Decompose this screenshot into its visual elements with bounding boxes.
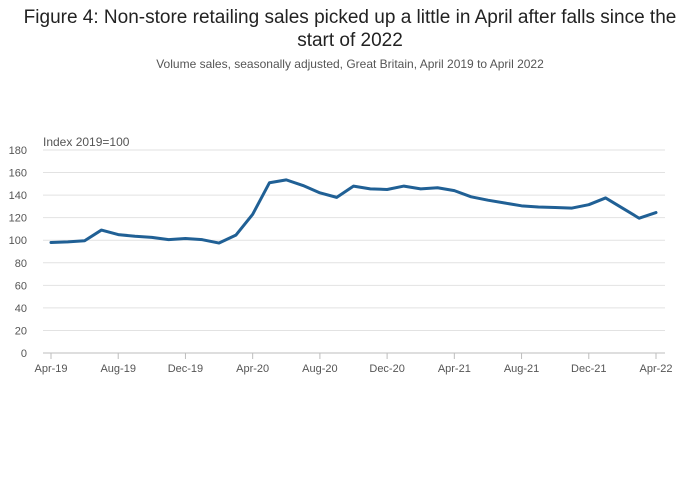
data-point[interactable]	[486, 198, 490, 202]
data-point[interactable]	[285, 178, 288, 182]
data-point[interactable]	[453, 189, 456, 192]
data-point[interactable]	[83, 239, 86, 242]
data-point[interactable]	[604, 196, 607, 200]
data-point[interactable]	[100, 228, 103, 232]
data-point[interactable]	[637, 217, 641, 220]
x-tick-label: Dec-20	[369, 363, 404, 375]
data-point[interactable]	[419, 187, 422, 191]
data-point[interactable]	[49, 241, 53, 244]
data-point[interactable]	[369, 187, 372, 191]
data-point[interactable]	[385, 188, 389, 191]
x-tick-label: Apr-21	[438, 363, 471, 375]
data-point[interactable]	[66, 240, 70, 244]
y-tick-label: 80	[15, 258, 27, 270]
y-tick-label: 0	[21, 348, 27, 360]
data-point[interactable]	[268, 181, 271, 184]
data-point[interactable]	[117, 233, 120, 236]
data-point[interactable]	[133, 235, 137, 238]
data-point[interactable]	[352, 184, 355, 188]
data-point[interactable]	[217, 241, 221, 245]
y-tick-label: 160	[9, 168, 27, 180]
x-tick-label: Dec-19	[168, 363, 203, 375]
data-point[interactable]	[201, 238, 204, 241]
chart-title: Figure 4: Non-store retailing sales pick…	[23, 7, 677, 51]
data-point[interactable]	[184, 237, 187, 240]
x-tick-label: Aug-19	[100, 363, 135, 375]
data-point[interactable]	[587, 203, 590, 206]
data-point[interactable]	[402, 184, 406, 188]
data-point[interactable]	[537, 205, 540, 209]
x-tick-label: Dec-21	[571, 363, 606, 375]
data-point[interactable]	[436, 186, 439, 189]
data-point[interactable]	[301, 184, 305, 187]
gridlines	[43, 149, 665, 354]
y-tick-label: 140	[9, 190, 27, 202]
x-tick-label: Apr-19	[34, 363, 67, 375]
y-tick-label: 120	[9, 213, 27, 225]
data-point[interactable]	[503, 201, 506, 205]
x-tick-label: Aug-20	[302, 363, 337, 375]
y-tick-label: 180	[9, 145, 27, 157]
series-layer	[49, 178, 658, 245]
data-point[interactable]	[553, 206, 557, 209]
data-point[interactable]	[335, 196, 338, 199]
x-tick-label: Apr-20	[236, 363, 269, 375]
y-tick-label: 60	[15, 280, 27, 292]
data-point[interactable]	[167, 238, 170, 241]
chart-subtitle: Volume sales, seasonally adjusted, Great…	[156, 57, 544, 71]
data-point[interactable]	[570, 206, 574, 210]
y-tick-label: 100	[9, 235, 27, 247]
x-tick-label: Apr-22	[639, 363, 672, 375]
y-tick-label: 20	[15, 325, 27, 337]
data-point[interactable]	[469, 195, 473, 199]
axes: 0 20 40 60 80 100 120 140 160 180 Apr-19 Aug-19 Dec-…	[9, 145, 673, 375]
data-point[interactable]	[654, 211, 658, 214]
data-point[interactable]	[520, 204, 523, 208]
y-axis-label: Index 2019=100	[43, 135, 130, 149]
data-point[interactable]	[318, 191, 322, 195]
data-point[interactable]	[234, 233, 238, 237]
y-tick-label: 40	[15, 303, 27, 315]
data-point[interactable]	[251, 213, 254, 216]
data-point[interactable]	[621, 206, 624, 210]
x-tick-label: Aug-21	[504, 363, 539, 375]
series-line	[49, 178, 658, 245]
data-point[interactable]	[150, 236, 154, 239]
